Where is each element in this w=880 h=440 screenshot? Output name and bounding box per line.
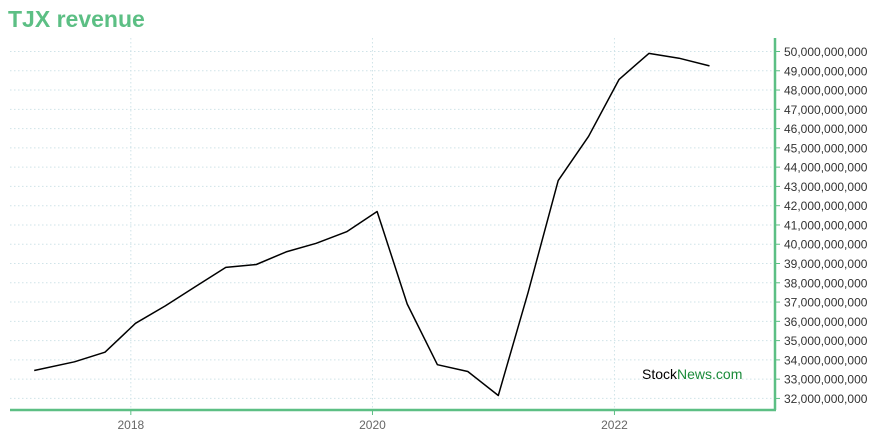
y-tick-label: 39,000,000,000 <box>784 257 868 271</box>
chart-title: TJX revenue <box>8 6 145 32</box>
y-tick-label: 44,000,000,000 <box>784 161 868 175</box>
grid <box>10 38 775 410</box>
x-tick-label: 2022 <box>601 418 628 432</box>
y-tick-label: 48,000,000,000 <box>784 84 868 98</box>
stocknews-watermark: StockNews.com <box>642 366 742 382</box>
watermark-stock: Stock <box>642 366 678 382</box>
y-tick-label: 41,000,000,000 <box>784 218 868 232</box>
y-tick-label: 42,000,000,000 <box>784 199 868 213</box>
y-tick-label: 49,000,000,000 <box>784 64 868 78</box>
series-layer <box>34 52 710 397</box>
y-tick-label: 33,000,000,000 <box>784 373 868 387</box>
y-tick-labels: 32,000,000,000 33,000,000,000 34,000,000,0… <box>784 45 868 406</box>
y-tick-label: 50,000,000,000 <box>784 45 868 59</box>
y-tick-label: 34,000,000,000 <box>784 353 868 367</box>
watermark-news: News.com <box>677 366 742 382</box>
x-tick-labels: 2018 2020 2022 <box>117 418 628 432</box>
y-tick-label: 47,000,000,000 <box>784 103 868 117</box>
y-tick-label: 32,000,000,000 <box>784 392 868 406</box>
y-tick-label: 46,000,000,000 <box>784 122 868 136</box>
revenue-series-line <box>34 52 710 397</box>
y-tick-label: 40,000,000,000 <box>784 238 868 252</box>
x-tick-label: 2020 <box>359 418 386 432</box>
y-tick-label: 35,000,000,000 <box>784 334 868 348</box>
y-tick-label: 45,000,000,000 <box>784 141 868 155</box>
x-tick-label: 2018 <box>117 418 144 432</box>
y-tick-label: 38,000,000,000 <box>784 276 868 290</box>
axes <box>10 38 780 415</box>
y-tick-label: 36,000,000,000 <box>784 315 868 329</box>
y-tick-label: 43,000,000,000 <box>784 180 868 194</box>
y-tick-label: 37,000,000,000 <box>784 296 868 310</box>
